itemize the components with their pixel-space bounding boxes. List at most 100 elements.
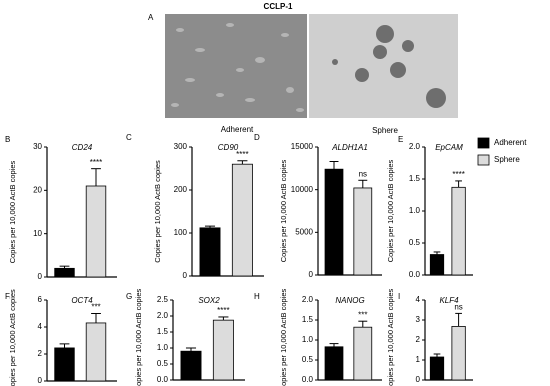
significance: ns: [359, 169, 367, 178]
chart-title: ALDH1A1: [331, 143, 368, 152]
y-tick-label: 15000: [291, 142, 314, 151]
significance: ****: [90, 158, 102, 167]
chart-title: EpCAM: [435, 143, 463, 152]
y-tick-label: 100: [174, 228, 188, 237]
y-tick-label: 0: [38, 376, 43, 385]
panel-label: B: [5, 135, 10, 144]
y-axis-label: Copies per 10,000 ActB copies: [8, 160, 17, 263]
significance: ****: [236, 150, 248, 159]
micrograph-sphere: [309, 14, 458, 118]
panel-label: C: [126, 133, 132, 142]
y-tick-label: 2.0: [409, 142, 421, 151]
chart-title: KLF4: [439, 296, 459, 305]
bar: [85, 322, 107, 382]
y-tick-label: 5000: [295, 227, 313, 236]
y-tick-label: 0: [416, 375, 421, 384]
y-tick-label: 300: [174, 142, 188, 151]
legend-label: Sphere: [494, 155, 520, 164]
y-tick-label: 10000: [291, 185, 314, 194]
bar: [451, 325, 466, 381]
panel-label: E: [398, 135, 403, 144]
y-tick-label: 0: [38, 272, 43, 281]
spheres: [332, 25, 446, 108]
y-tick-label: 1.5: [302, 315, 314, 324]
image: [165, 14, 307, 118]
bar: [353, 326, 373, 381]
y-tick-label: 4: [38, 322, 43, 331]
bar: [324, 168, 344, 276]
y-tick-label: 20: [33, 185, 42, 194]
y-tick-label: 0.0: [409, 270, 421, 279]
micrograph-adherent: [165, 14, 307, 118]
y-axis-label: Copies per 10,000 ActB copies: [279, 288, 288, 386]
y-tick-label: 4: [416, 295, 421, 304]
y-tick-label: 0.5: [409, 238, 421, 247]
panel-label: F: [5, 292, 10, 301]
y-tick-label: 10: [33, 229, 42, 238]
y-tick-label: 1.0: [302, 335, 314, 344]
y-tick-label: 1.5: [409, 174, 421, 183]
bar: [54, 347, 75, 382]
chart-title: NANOG: [335, 296, 364, 305]
y-tick-label: 30: [33, 142, 42, 151]
bar: [199, 227, 221, 277]
y-axis-label: Copies per 10,000 ActB copies: [279, 159, 288, 262]
y-tick-label: 2.0: [157, 311, 169, 320]
significance: ****: [452, 170, 464, 179]
significance: ***: [358, 310, 367, 319]
panel-label: H: [254, 292, 260, 301]
bar: [451, 186, 466, 276]
panel-label: I: [398, 292, 400, 301]
y-tick-label: 6: [38, 295, 43, 304]
bar: [54, 267, 75, 278]
y-tick-label: 1: [416, 355, 421, 364]
y-axis-label: Copies per 10,000 ActB copies: [8, 289, 17, 386]
y-tick-label: 0.0: [302, 375, 314, 384]
bar: [429, 356, 445, 381]
bar: [429, 254, 445, 276]
significance: ****: [217, 306, 229, 315]
panel-label: D: [254, 133, 260, 142]
significance: ***: [91, 303, 100, 312]
bar: [353, 187, 373, 276]
y-tick-label: 2: [416, 335, 421, 344]
y-tick-label: 0: [309, 270, 314, 279]
y-tick-label: 2.0: [302, 295, 314, 304]
legend-label: Adherent: [494, 138, 527, 147]
bar: [212, 319, 234, 381]
y-tick-label: 2: [38, 349, 43, 358]
y-axis-label: Copies per 10,000 ActB copies: [153, 160, 162, 263]
chart-title: CD90: [218, 143, 239, 152]
y-tick-label: 1.0: [409, 206, 421, 215]
y-tick-label: 0: [183, 271, 188, 280]
bar: [85, 185, 107, 278]
image-caption: Adherent: [221, 125, 254, 134]
bar: [231, 163, 253, 277]
figure-title: CCLP-1: [264, 2, 293, 11]
chart-title: CD24: [72, 143, 93, 152]
image-caption: Sphere: [372, 126, 398, 135]
y-tick-label: 1.0: [157, 343, 169, 352]
y-tick-label: 0.0: [157, 375, 169, 384]
panel-label: A: [148, 13, 154, 22]
panel-label: G: [126, 292, 132, 301]
y-tick-label: 0.5: [157, 359, 169, 368]
significance: ns: [454, 303, 462, 312]
y-tick-label: 0.5: [302, 355, 314, 364]
legend-swatch: [477, 137, 490, 149]
chart-title: SOX2: [198, 296, 220, 305]
legend-swatch: [477, 154, 490, 166]
y-tick-label: 3: [416, 315, 421, 324]
y-tick-label: 200: [174, 185, 188, 194]
y-tick-label: 2.5: [157, 295, 169, 304]
y-axis-label: Copies per 10,000 ActB copies: [386, 159, 395, 262]
bar: [324, 346, 344, 381]
cells: [171, 23, 304, 112]
bar: [180, 350, 202, 381]
y-axis-label: Copies per 10,000 ActB copies: [386, 288, 395, 386]
y-axis-label: Copies per 10,000 ActB copies: [134, 288, 143, 386]
chart-title: OCT4: [71, 296, 93, 305]
y-tick-label: 1.5: [157, 327, 169, 336]
